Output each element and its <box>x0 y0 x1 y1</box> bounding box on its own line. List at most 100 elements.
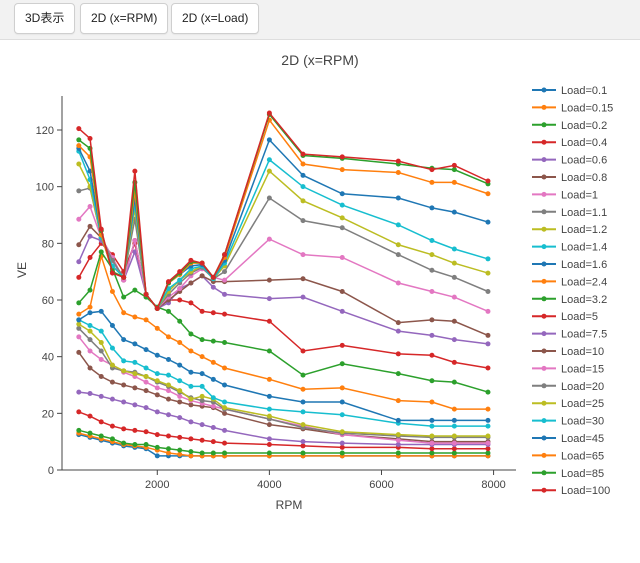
data-point <box>87 255 93 260</box>
legend-item[interactable]: Load=1.4 <box>532 242 607 254</box>
legend-item[interactable]: Load=25 <box>532 398 604 410</box>
legend-item[interactable]: Load=0.4 <box>532 137 607 149</box>
legend-item[interactable]: Load=10 <box>532 346 604 358</box>
legend-item[interactable]: Load=30 <box>532 416 604 428</box>
data-point <box>451 337 457 343</box>
legend-item[interactable]: Load=7.5 <box>532 329 607 341</box>
legend-item[interactable]: Load=0.2 <box>532 120 607 132</box>
legend-item[interactable]: Load=0.6 <box>532 155 607 167</box>
data-point <box>451 246 457 252</box>
data-point <box>76 161 82 167</box>
legend-item[interactable]: Load=85 <box>532 468 604 480</box>
data-point <box>339 385 345 391</box>
legend-item[interactable]: Load=1.6 <box>532 259 607 271</box>
data-point <box>395 432 401 438</box>
data-point <box>188 383 194 389</box>
legend-swatch-marker <box>541 191 547 197</box>
2d-load-button[interactable]: 2D (x=Load) <box>171 3 260 34</box>
legend-item[interactable]: Load=20 <box>532 381 604 393</box>
data-point <box>210 376 216 382</box>
data-point <box>485 433 491 439</box>
data-point <box>300 443 306 449</box>
data-point <box>339 450 345 456</box>
data-point <box>188 436 194 442</box>
data-point <box>300 348 306 354</box>
data-point <box>199 308 205 314</box>
data-point <box>266 168 272 174</box>
data-point <box>109 423 115 429</box>
data-point <box>300 409 306 415</box>
data-point <box>485 417 491 423</box>
data-point <box>154 306 160 311</box>
data-point <box>188 453 194 459</box>
data-point <box>210 274 216 280</box>
legend-item[interactable]: Load=2.4 <box>532 276 607 288</box>
legend-swatch-marker <box>541 244 547 250</box>
data-point <box>339 308 345 314</box>
data-point <box>177 451 183 457</box>
2d-rpm-button[interactable]: 2D (x=RPM) <box>80 3 169 34</box>
legend-label: Load=100 <box>561 485 610 497</box>
data-point <box>429 267 435 273</box>
data-point <box>188 402 194 408</box>
legend-item[interactable]: Load=45 <box>532 433 604 445</box>
legend-label: Load=85 <box>561 468 604 480</box>
legend-item[interactable]: Load=0.1 <box>532 85 607 97</box>
axes: 2000 4000 6000 8000 0 20 40 60 80 100 120 <box>36 96 516 491</box>
data-point <box>210 403 216 409</box>
legend-item[interactable]: Load=0.15 <box>532 102 613 114</box>
data-point <box>300 184 306 190</box>
legend-item[interactable]: Load=1.2 <box>532 224 607 236</box>
data-point <box>121 368 127 374</box>
data-point <box>429 205 435 211</box>
data-point <box>165 334 171 340</box>
data-point <box>429 352 435 358</box>
data-point <box>300 399 306 405</box>
legend-item[interactable]: Load=15 <box>532 363 604 375</box>
data-point <box>177 286 183 292</box>
data-point <box>165 372 171 378</box>
legend-swatch-marker <box>541 139 547 145</box>
legend-item[interactable]: Load=1.1 <box>532 207 607 219</box>
legend-swatch-marker <box>541 209 547 215</box>
data-point <box>121 358 127 364</box>
data-point <box>300 439 306 445</box>
data-point <box>485 191 491 197</box>
data-point <box>143 347 149 353</box>
data-point <box>165 382 171 388</box>
data-point <box>395 450 401 456</box>
legend-item[interactable]: Load=1 <box>532 189 598 201</box>
legend-swatch-marker <box>541 174 547 180</box>
data-point <box>395 371 401 377</box>
data-point <box>451 450 457 456</box>
data-point <box>300 218 306 224</box>
x-axis-title: RPM <box>276 498 303 512</box>
data-point <box>87 337 93 343</box>
data-point <box>98 249 104 255</box>
legend-item[interactable]: Load=100 <box>532 485 610 497</box>
data-point <box>76 143 82 149</box>
data-point <box>188 348 194 354</box>
series-Load=0.8 <box>76 349 491 445</box>
data-point <box>485 256 491 262</box>
legend-label: Load=25 <box>561 398 604 410</box>
data-point <box>429 417 435 423</box>
legend-item[interactable]: Load=5 <box>532 311 598 323</box>
data-point <box>188 369 194 375</box>
3d-view-button[interactable]: 3D表示 <box>14 3 76 34</box>
legend-label: Load=1.1 <box>561 207 607 219</box>
data-point <box>429 423 435 429</box>
data-point <box>395 158 401 164</box>
data-point <box>76 311 82 317</box>
series-Load=3.2 <box>76 249 491 395</box>
legend-item[interactable]: Load=65 <box>532 450 604 462</box>
chart-title: 2D (x=RPM) <box>281 52 358 68</box>
data-point <box>132 359 138 365</box>
legend-item[interactable]: Load=3.2 <box>532 294 607 306</box>
data-point <box>451 406 457 412</box>
data-point <box>165 450 171 456</box>
data-point <box>429 440 435 446</box>
y-tick-label: 80 <box>42 238 54 250</box>
legend-item[interactable]: Load=0.8 <box>532 172 607 184</box>
legend-label: Load=0.1 <box>561 85 607 97</box>
